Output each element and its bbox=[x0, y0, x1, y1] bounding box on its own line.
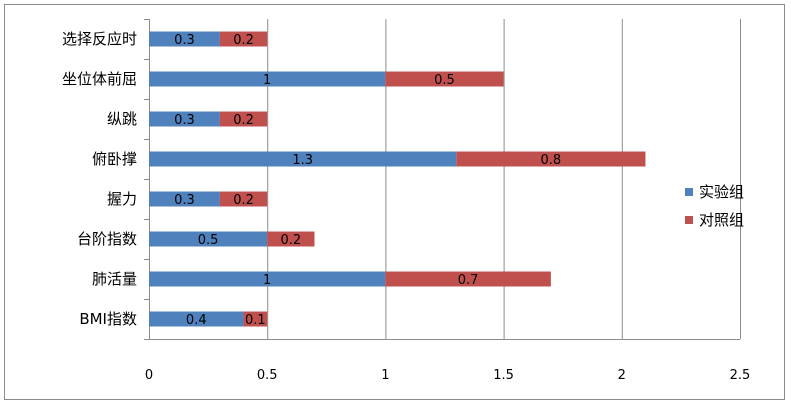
bar-control-1 bbox=[219, 31, 268, 47]
legend-swatch-experimental bbox=[685, 188, 693, 196]
category-label-6: 台阶指数 bbox=[77, 230, 137, 248]
legend-label-control: 对照组 bbox=[699, 211, 744, 229]
category-label-2: 坐位体前屈 bbox=[62, 70, 137, 88]
bar-experimental-4 bbox=[149, 151, 457, 167]
bar-control-6 bbox=[267, 231, 315, 247]
x-tick-labels: 0 0.5 1 1.5 2 2.5 bbox=[145, 368, 750, 383]
data-label-experimental-3: 0.3 bbox=[174, 113, 195, 128]
chart-frame: 0.3 0.2 1 0.5 0.3 0.2 1.3 0.8 0.3 0.2 0.5 0.2 1 0.7 0.… bbox=[4, 4, 785, 400]
grid-layer bbox=[144, 19, 741, 340]
bar-control-5 bbox=[219, 191, 268, 207]
data-label-experimental-6: 0.5 bbox=[198, 233, 219, 248]
bar-control-7 bbox=[385, 271, 551, 287]
x-tick-label-2-5: 2.5 bbox=[730, 368, 751, 383]
x-tick-label-1: 1 bbox=[381, 368, 389, 383]
bar-experimental-8 bbox=[149, 311, 244, 327]
data-label-control-4: 0.8 bbox=[541, 153, 562, 168]
legend-label-experimental: 实验组 bbox=[699, 183, 744, 201]
category-label-1: 选择反应时 bbox=[62, 30, 137, 48]
data-label-experimental-5: 0.3 bbox=[174, 193, 195, 208]
category-label-3: 纵跳 bbox=[107, 110, 137, 128]
bar-control-8 bbox=[243, 311, 268, 327]
category-label-7: 肺活量 bbox=[92, 270, 137, 288]
bar-experimental-1 bbox=[149, 31, 220, 47]
legend-swatch-control bbox=[685, 216, 693, 224]
bar-control-2 bbox=[385, 71, 504, 87]
data-label-control-6: 0.2 bbox=[280, 233, 301, 248]
category-label-8: BMI指数 bbox=[79, 310, 137, 328]
data-label-experimental-1: 0.3 bbox=[174, 33, 195, 48]
x-tick-label-2: 2 bbox=[618, 368, 626, 383]
data-label-experimental-8: 0.4 bbox=[186, 313, 207, 328]
bar-experimental-3 bbox=[149, 111, 220, 127]
data-label-control-2: 0.5 bbox=[434, 73, 455, 88]
bars-layer: 0.3 0.2 1 0.5 0.3 0.2 1.3 0.8 0.3 0.2 0.5 0.2 1 0.7 0.… bbox=[149, 31, 646, 328]
bar-experimental-7 bbox=[149, 271, 386, 287]
stacked-bar-chart: 0.3 0.2 1 0.5 0.3 0.2 1.3 0.8 0.3 0.2 0.5 0.2 1 0.7 0.… bbox=[62, 19, 750, 383]
data-label-control-1: 0.2 bbox=[233, 33, 254, 48]
data-label-experimental-7: 1 bbox=[263, 273, 271, 288]
bar-experimental-5 bbox=[149, 191, 220, 207]
x-tick-label-0-5: 0.5 bbox=[257, 368, 278, 383]
data-label-control-3: 0.2 bbox=[233, 113, 254, 128]
data-label-experimental-4: 1.3 bbox=[292, 153, 313, 168]
x-tick-label-1-5: 1.5 bbox=[493, 368, 514, 383]
data-label-control-7: 0.7 bbox=[458, 273, 479, 288]
data-label-experimental-2: 1 bbox=[263, 73, 271, 88]
bar-control-4 bbox=[456, 151, 646, 167]
bar-experimental-6 bbox=[149, 231, 268, 247]
category-label-5: 握力 bbox=[107, 190, 137, 208]
data-label-control-5: 0.2 bbox=[233, 193, 254, 208]
category-label-4: 俯卧撑 bbox=[92, 150, 137, 168]
bar-control-3 bbox=[219, 111, 268, 127]
bar-experimental-2 bbox=[149, 71, 386, 87]
data-label-control-8: 0.1 bbox=[245, 313, 266, 328]
x-tick-label-0: 0 bbox=[145, 368, 153, 383]
